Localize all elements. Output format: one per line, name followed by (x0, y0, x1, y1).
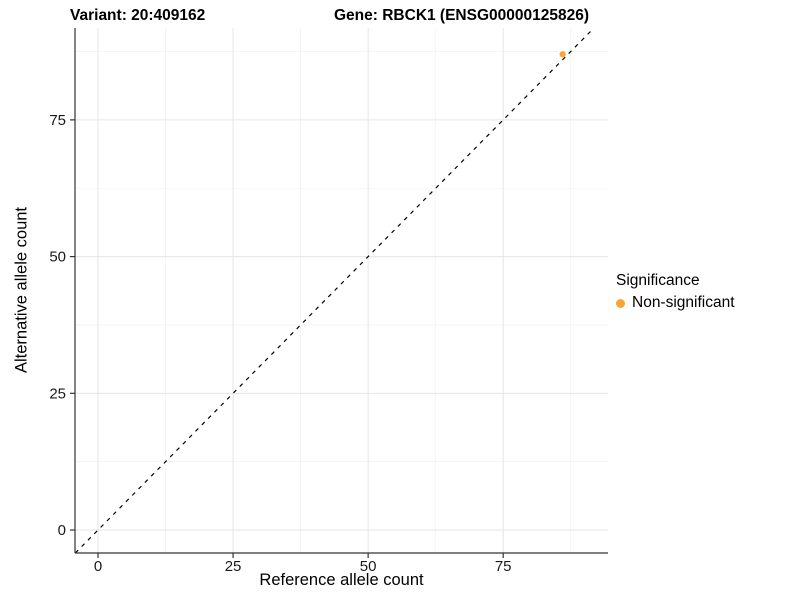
legend-item-non-significant: Non-significant (616, 294, 735, 312)
y-axis-title: Alternative allele count (12, 206, 31, 374)
y-tick-label: 75 (49, 112, 66, 129)
variant-title: Variant: 20:409162 (70, 7, 206, 24)
gene-title: Gene: RBCK1 (ENSG00000125826) (334, 7, 590, 24)
legend-item-label: Non-significant (632, 294, 735, 311)
x-tick-label: 50 (360, 558, 377, 575)
y-tick-label: 0 (58, 522, 66, 539)
identity-reference-line (74, 27, 595, 554)
x-axis-title: Reference allele count (259, 571, 424, 589)
y-tick-label: 50 (49, 249, 66, 266)
legend-title: Significance (616, 272, 700, 289)
data-point (559, 51, 566, 58)
legend-point-icon (616, 298, 625, 308)
x-tick-label: 25 (225, 558, 242, 575)
x-tick-label: 0 (94, 558, 102, 575)
legend: Significance Non-significant (616, 272, 735, 312)
x-tick-label: 75 (495, 558, 512, 575)
y-tick-label: 25 (49, 385, 66, 402)
